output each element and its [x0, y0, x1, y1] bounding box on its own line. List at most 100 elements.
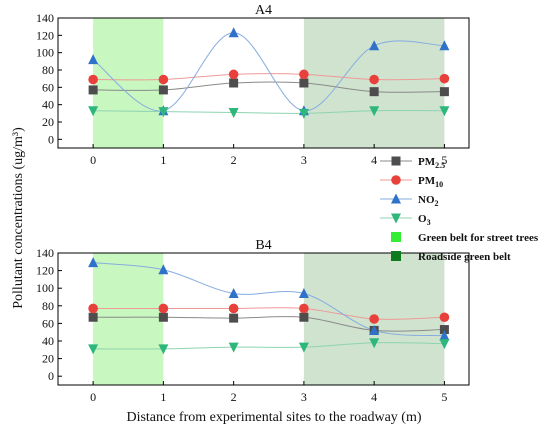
x-tick-label: 1 — [160, 390, 166, 404]
data-point-no2 — [298, 287, 309, 298]
data-point-o3 — [439, 339, 450, 350]
data-point-pm10 — [228, 69, 239, 80]
data-point-pm25 — [88, 312, 98, 322]
data-point-pm10 — [369, 314, 379, 324]
x-tick-label: 2 — [231, 153, 237, 167]
data-point-o3 — [369, 338, 380, 349]
legend-swatch — [391, 251, 401, 261]
data-point-pm10 — [299, 303, 309, 314]
shaded-region — [93, 18, 164, 148]
legend-item-pm25: PM2.5 — [380, 156, 445, 170]
data-point-pm25 — [158, 85, 168, 95]
panel-title: A4 — [255, 3, 272, 18]
legend-label: Green belt for street trees — [418, 232, 539, 244]
data-point-o3 — [88, 344, 99, 355]
data-point-pm25 — [369, 87, 379, 97]
shaded-region — [93, 253, 164, 385]
legend-marker — [391, 156, 401, 166]
legend: PM2.5 PM10 NO2 O3 Green belt for street tree… — [380, 156, 539, 263]
data-point-o3 — [228, 342, 239, 353]
y-tick-label: 100 — [36, 46, 54, 60]
legend-item-o3: O3 — [380, 213, 431, 227]
data-point-pm25 — [439, 325, 449, 335]
data-point-o3 — [158, 344, 169, 355]
data-point-o3 — [298, 342, 309, 353]
y-tick-label: 80 — [42, 299, 54, 313]
y-tick-label: 0 — [48, 369, 54, 383]
legend-item-green-belt-street-trees: Green belt for street trees — [391, 232, 539, 244]
legend-item-roadside-green-belt: Roadside green belt — [391, 251, 511, 263]
series-line-pm25 — [93, 81, 445, 93]
y-tick-label: 120 — [36, 264, 54, 278]
panel-title: B4 — [255, 238, 271, 253]
data-point-no2 — [228, 287, 239, 298]
data-point-o3 — [298, 108, 309, 119]
y-tick-label: 40 — [42, 334, 54, 348]
data-point-pm10 — [439, 73, 450, 84]
y-tick-label: 20 — [42, 352, 54, 366]
x-tick-label: 5 — [441, 390, 447, 404]
legend-label: Roadside green belt — [418, 251, 511, 263]
x-tick-label: 0 — [90, 390, 96, 404]
series-line-o3 — [93, 110, 445, 114]
y-tick-label: 140 — [36, 246, 54, 260]
data-point-o3 — [158, 107, 169, 118]
data-point-pm25 — [229, 78, 239, 88]
legend-swatch — [391, 232, 401, 242]
data-point-pm25 — [88, 85, 98, 95]
data-point-no2 — [88, 257, 99, 268]
plot-frame — [57, 17, 470, 149]
y-tick-label: 60 — [42, 80, 54, 94]
data-point-pm25 — [158, 312, 168, 322]
data-point-pm10 — [158, 303, 169, 314]
data-point-o3 — [228, 107, 239, 118]
data-point-pm10 — [88, 74, 98, 85]
y-tick-label: 120 — [36, 28, 54, 42]
data-point-pm25 — [299, 312, 309, 322]
data-point-pm10 — [369, 74, 379, 85]
data-point-o3 — [88, 106, 99, 117]
data-point-no2 — [369, 324, 380, 335]
chart-panel-a4: A4 0 20 40 60 80 100 120 140 0 1 2 3 4 5 — [36, 3, 470, 167]
data-point-pm10 — [158, 74, 169, 85]
y-tick-label: 0 — [48, 132, 54, 146]
x-axis-title: Distance from experimental sites to the … — [126, 410, 421, 425]
data-point-no2 — [158, 264, 169, 275]
data-point-no2 — [439, 330, 450, 341]
legend-item-no2: NO2 — [380, 193, 439, 208]
series-line-pm25 — [93, 316, 445, 332]
data-point-pm10 — [228, 303, 239, 314]
y-tick-label: 40 — [42, 98, 54, 112]
y-tick-label: 60 — [42, 316, 54, 330]
y-tick-label: 100 — [36, 281, 54, 295]
legend-marker — [391, 175, 401, 185]
x-tick-label: 4 — [371, 390, 377, 404]
plot-frame — [57, 252, 470, 386]
data-point-pm25 — [439, 87, 449, 97]
series-line-pm10 — [93, 307, 445, 320]
x-tick-label: 5 — [441, 153, 447, 167]
series-line-pm10 — [93, 73, 445, 81]
legend-label: O3 — [418, 213, 431, 227]
x-tick-label: 2 — [231, 390, 237, 404]
x-tick-label: 4 — [371, 153, 377, 167]
x-tick-label: 3 — [301, 390, 307, 404]
data-point-no2 — [369, 40, 380, 51]
series-line-no2 — [93, 262, 445, 337]
data-point-o3 — [369, 106, 380, 117]
data-point-pm10 — [88, 303, 98, 314]
series-line-o3 — [93, 342, 445, 350]
data-point-pm25 — [229, 313, 239, 323]
data-point-pm10 — [299, 69, 309, 80]
legend-label: NO2 — [418, 194, 439, 208]
legend-marker — [391, 213, 401, 224]
chart-panel-b4: B4 0 20 40 60 80 100 120 140 0 1 2 3 4 5 — [36, 238, 470, 404]
data-point-pm10 — [439, 312, 450, 323]
data-point-no2 — [228, 27, 239, 38]
x-tick-label: 3 — [301, 153, 307, 167]
legend-marker — [391, 193, 401, 204]
y-tick-label: 140 — [36, 11, 54, 25]
x-tick-label: 1 — [160, 153, 166, 167]
